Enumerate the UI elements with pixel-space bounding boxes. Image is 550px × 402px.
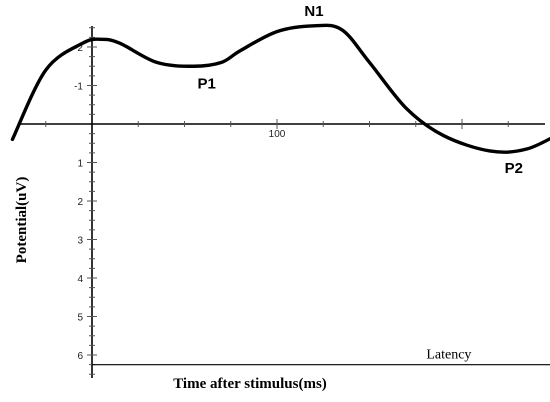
y-tick-label: 5 (77, 313, 83, 324)
y-tick-label: 1 (77, 159, 83, 170)
y-tick-label: 3 (77, 236, 83, 247)
peak-label-n1: N1 (304, 3, 323, 20)
peak-label-p1: P1 (198, 75, 216, 92)
y-tick-label: 4 (77, 274, 83, 285)
erp-waveform-line (10, 23, 550, 154)
waveform-layer (10, 23, 550, 154)
y-tick-label: 2 (77, 197, 83, 208)
x-tick-label: 100 (269, 129, 286, 140)
y-axis-title: Potential(uV) (14, 177, 30, 264)
x-axis-title: Time after stimulus(ms) (173, 376, 327, 392)
latency-label: Latency (426, 348, 471, 363)
y-tick-label: -2 (74, 43, 83, 54)
annotation-layer: P1N1P2N2P3Latency (92, 3, 550, 366)
peak-label-p2: P2 (505, 160, 523, 177)
y-tick-label: -1 (74, 82, 83, 93)
y-tick-label: 6 (77, 351, 83, 362)
